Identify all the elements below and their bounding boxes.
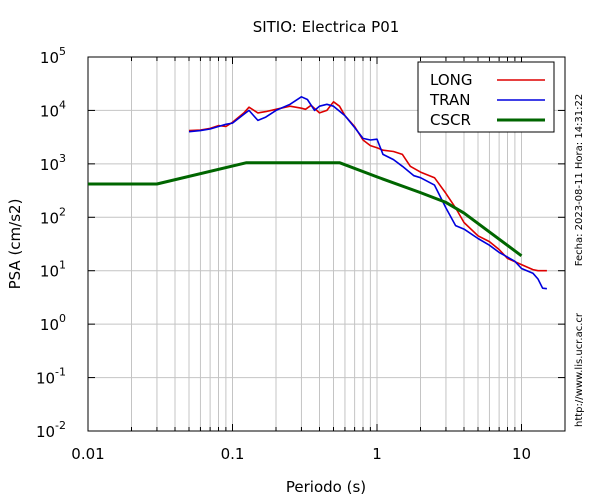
y-tick-label: 102 [40, 205, 66, 227]
y-tick-label-base: 10 [40, 263, 59, 281]
date-time-note: Fecha: 2023-08-11 Hora: 14:31:22 [574, 94, 585, 267]
plot-frame [87, 56, 566, 432]
series-line-cscr [88, 161, 523, 258]
y-tick-label-exponent: 0 [59, 312, 66, 325]
y-tick-label-exponent: 4 [59, 98, 66, 111]
y-tick-label-base: 10 [40, 316, 59, 334]
y-tick-label-base: 10 [36, 370, 55, 388]
x-tick-labels: 0.01 0.1 1 10 [71, 445, 531, 463]
y-tick-label-exponent: 5 [59, 45, 66, 58]
x-tick-label: 0.1 [221, 445, 245, 463]
y-tick-label: 104 [40, 98, 66, 120]
y-tick-label: 10-2 [36, 419, 66, 441]
y-tick-label-exponent: 2 [59, 205, 66, 218]
series-line-tran [188, 96, 547, 290]
y-tick-label: 103 [40, 152, 66, 174]
y-tick-label-base: 10 [40, 102, 59, 120]
y-tick-label-exponent: -2 [55, 419, 66, 432]
y-tick-label: 10-1 [36, 366, 66, 388]
x-axis-label: Periodo (s) [286, 478, 366, 496]
y-tick-label: 101 [40, 259, 66, 281]
x-tick-label: 1 [372, 445, 382, 463]
legend-label-cscr: CSCR [430, 111, 471, 129]
chart-title: SITIO: Electrica P01 [253, 18, 400, 36]
x-tick-label: 0.01 [71, 445, 104, 463]
y-tick-label-base: 10 [40, 156, 59, 174]
y-tick-label-base: 10 [40, 49, 59, 67]
legend-label-tran: TRAN [429, 91, 470, 109]
x-tick-label: 10 [512, 445, 531, 463]
y-tick-label: 105 [40, 45, 66, 67]
y-tick-label: 100 [40, 312, 66, 334]
series-lines [88, 96, 547, 290]
legend: LONG TRAN CSCR [417, 61, 555, 133]
y-tick-label-base: 10 [36, 423, 55, 441]
axis-ticks [87, 56, 566, 432]
legend-label-long: LONG [430, 71, 472, 89]
y-tick-label-exponent: 1 [59, 259, 66, 272]
y-tick-label-exponent: -1 [55, 366, 66, 379]
y-tick-label-base: 10 [40, 209, 59, 227]
y-axis-label: PSA (cm/s2) [6, 199, 24, 290]
url-note: http://www.lis.ucr.ac.cr [574, 312, 585, 427]
y-tick-label-exponent: 3 [59, 152, 66, 165]
